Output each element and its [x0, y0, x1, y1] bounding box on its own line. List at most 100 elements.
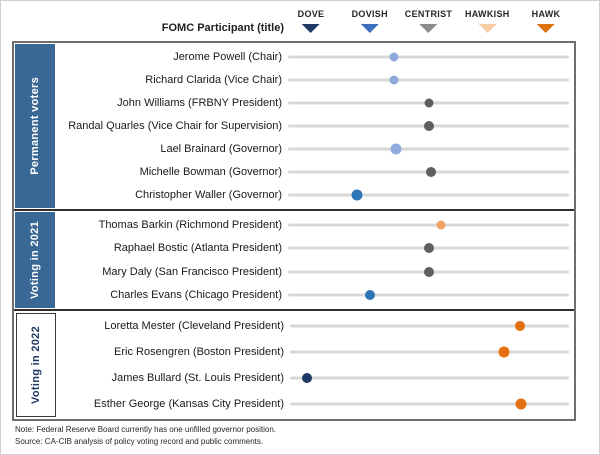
legend-item-hawkish: HAWKISH — [465, 9, 510, 33]
legend-label: HAWK — [531, 9, 561, 19]
spectrum-track — [288, 94, 569, 112]
section-rows: Jerome Powell (Chair) Richard Clarida (Vi… — [55, 43, 574, 209]
participant-row: Lael Brainard (Governor) — [55, 138, 574, 161]
legend-label: DOVE — [297, 9, 325, 19]
chart-box: Permanent voters Jerome Powell (Chair) Ric… — [12, 41, 576, 421]
spectrum-track — [288, 286, 569, 304]
position-dot — [515, 398, 527, 410]
position-dot — [514, 321, 525, 331]
position-dot — [423, 243, 434, 254]
track-line — [288, 147, 569, 151]
triangle-marker-icon — [478, 24, 497, 33]
section-sidebar: Permanent voters — [15, 44, 55, 208]
participant-name: John Williams (FRBNY President) — [117, 96, 282, 109]
participant-name: Michelle Bowman (Governor) — [139, 166, 282, 179]
participant-name: Charles Evans (Chicago President) — [110, 289, 282, 302]
spectrum-track — [288, 263, 569, 281]
spectrum-track — [290, 369, 569, 387]
participant-name: Eric Rosengren (Boston President) — [114, 346, 284, 358]
footnotes: Note: Federal Reserve Board currently ha… — [15, 424, 276, 448]
source-line: Source: CA-CIB analysis of policy voting… — [15, 437, 264, 446]
position-dot — [423, 120, 434, 131]
participant-name: Randal Quarles (Vice Chair for Supervisi… — [68, 119, 282, 132]
position-dot — [424, 98, 434, 108]
legend-label: CENTRIST — [404, 9, 453, 19]
position-dot — [425, 167, 436, 178]
triangle-marker-icon — [360, 24, 379, 33]
legend-item-centrist: CENTRIST — [405, 9, 452, 33]
section-sidebar: Voting in 2022 — [16, 313, 56, 417]
track-line — [288, 78, 569, 82]
participant-row: John Williams (FRBNY President) — [55, 91, 574, 114]
participant-name: Richard Clarida (Vice Chair) — [145, 73, 282, 86]
participant-row: Thomas Barkin (Richmond President) — [55, 213, 574, 237]
participant-row: Esther George (Kansas City President) — [57, 391, 574, 417]
legend-label: DOVISH — [351, 9, 388, 19]
legend-item-hawk: HAWK — [532, 9, 561, 33]
spectrum-track — [288, 216, 569, 234]
participant-name: Jerome Powell (Chair) — [173, 50, 282, 63]
participant-name: Loretta Mester (Cleveland President) — [104, 320, 284, 332]
participant-name: Lael Brainard (Governor) — [160, 143, 282, 156]
section-label: Voting in 2021 — [29, 221, 41, 299]
section-rows: Thomas Barkin (Richmond President) Raphae… — [55, 211, 574, 309]
spectrum-track — [288, 239, 569, 257]
spectrum-track — [288, 140, 569, 158]
position-dot — [436, 220, 446, 230]
triangle-marker-icon — [302, 24, 320, 33]
participant-row: Charles Evans (Chicago President) — [55, 284, 574, 308]
spectrum-track — [288, 186, 569, 204]
spectrum-track — [288, 117, 569, 135]
participant-name: James Bullard (St. Louis President) — [111, 372, 284, 384]
section-voting-in-2021: Voting in 2021 Thomas Barkin (Richmond Pr… — [14, 209, 574, 309]
participant-row: Randal Quarles (Vice Chair for Supervisi… — [55, 114, 574, 137]
track-line — [290, 376, 569, 380]
track-line — [290, 350, 569, 354]
spectrum-track — [288, 71, 569, 89]
participant-name: Christopher Waller (Governor) — [135, 189, 282, 202]
position-dot — [390, 143, 402, 155]
section-sidebar: Voting in 2021 — [15, 212, 55, 308]
participant-row: Richard Clarida (Vice Chair) — [55, 68, 574, 91]
participant-name: Mary Daly (San Francisco President) — [102, 265, 282, 278]
dove-hawk-legend: DOVE DOVISH CENTRIST HAWKISH HAWK — [1, 1, 599, 41]
position-dot — [389, 75, 399, 85]
section-permanent-voters: Permanent voters Jerome Powell (Chair) Ric… — [14, 43, 574, 209]
participant-name: Thomas Barkin (Richmond President) — [98, 218, 282, 231]
section-voting-in-2022: Voting in 2022 Loretta Mester (Cleveland … — [14, 309, 574, 419]
note-line: Note: Federal Reserve Board currently ha… — [15, 425, 277, 434]
participant-row: Jerome Powell (Chair) — [55, 45, 574, 68]
legend-item-dovish: DOVISH — [352, 9, 388, 33]
track-line — [288, 293, 569, 297]
track-line — [290, 402, 569, 406]
spectrum-track — [288, 48, 569, 66]
position-dot — [301, 373, 312, 383]
legend-label: HAWKISH — [464, 9, 510, 19]
participant-row: Michelle Bowman (Governor) — [55, 161, 574, 184]
triangle-marker-icon — [536, 24, 555, 33]
participant-row: Mary Daly (San Francisco President) — [55, 260, 574, 284]
participant-name: Raphael Bostic (Atlanta President) — [113, 242, 282, 255]
spectrum-track — [290, 395, 569, 413]
track-line — [288, 223, 569, 227]
position-dot — [389, 52, 399, 62]
position-dot — [365, 290, 376, 301]
participant-row: Christopher Waller (Governor) — [55, 184, 574, 207]
participant-row: James Bullard (St. Louis President) — [57, 365, 574, 391]
spectrum-track — [290, 343, 569, 361]
track-line — [290, 324, 569, 328]
position-dot — [498, 346, 510, 358]
track-line — [288, 193, 569, 197]
position-dot — [423, 266, 434, 277]
participant-row: Raphael Bostic (Atlanta President) — [55, 237, 574, 261]
participant-name: Esther George (Kansas City President) — [93, 398, 284, 410]
section-rows: Loretta Mester (Cleveland President) Eric… — [57, 311, 574, 419]
spectrum-track — [288, 163, 569, 181]
section-label: Voting in 2022 — [30, 326, 42, 404]
section-label: Permanent voters — [29, 77, 41, 175]
spectrum-track — [290, 317, 569, 335]
participant-column-header: FOMC Participant (title) — [161, 22, 284, 34]
triangle-marker-icon — [419, 24, 438, 33]
legend-item-dove: DOVE — [298, 9, 325, 33]
